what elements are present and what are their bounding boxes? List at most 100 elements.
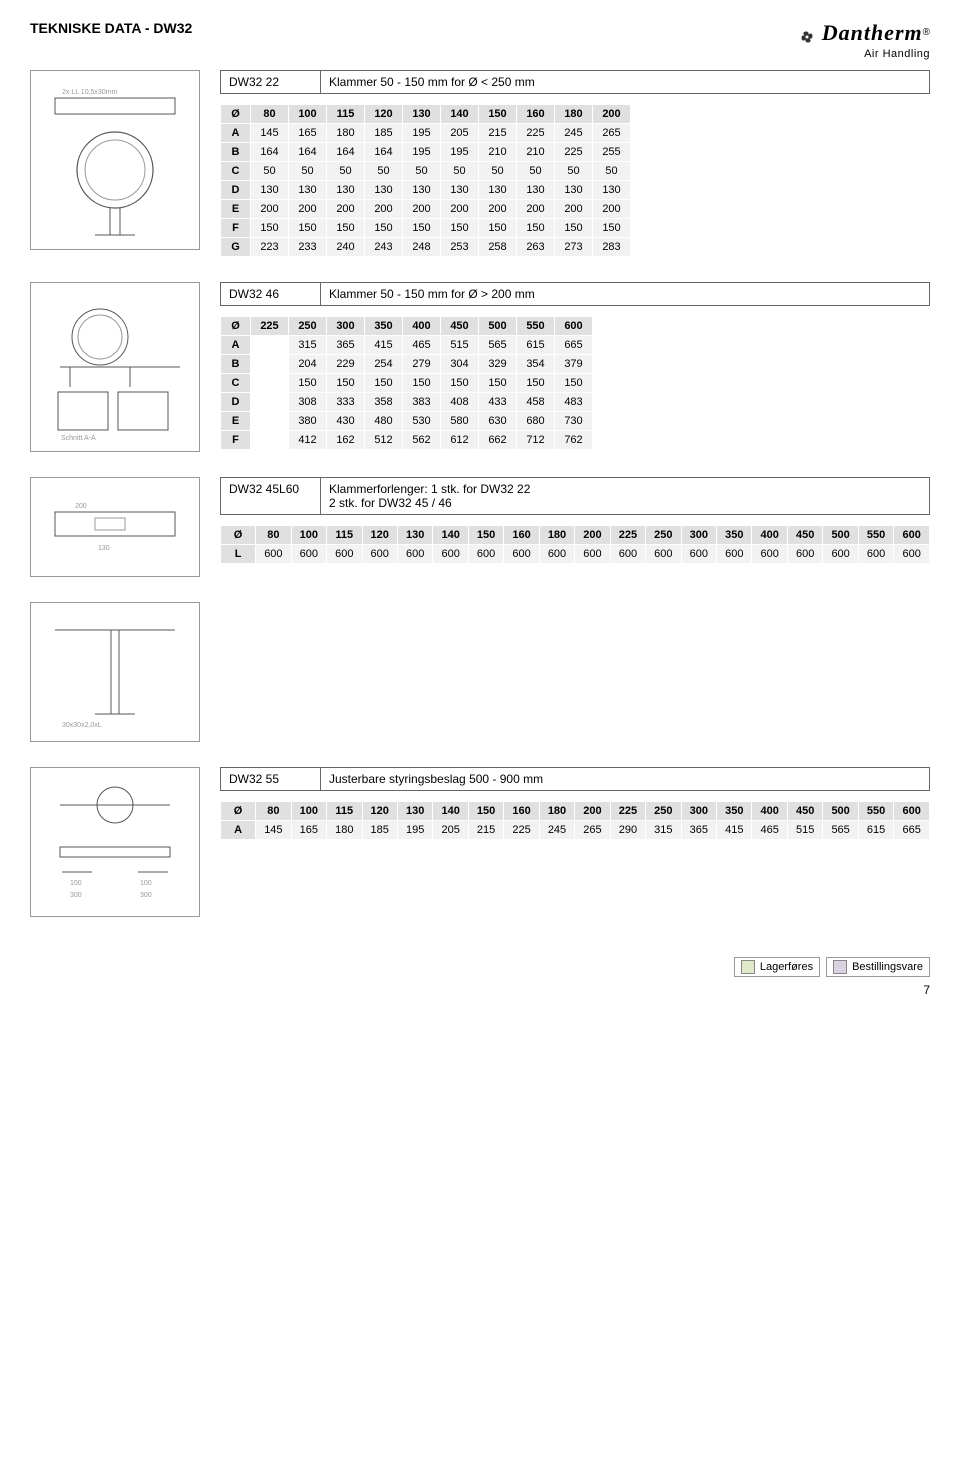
diameter-header: 600: [555, 316, 593, 335]
diameter-header: 300: [681, 801, 716, 820]
data-cell: 150: [327, 373, 365, 392]
data-cell: 600: [646, 544, 681, 563]
diameter-header: 200: [575, 525, 610, 544]
data-cell: 480: [365, 411, 403, 430]
diagram-thumbnail: 2x LL 10,5x30mm: [30, 70, 200, 250]
data-cell: 263: [517, 237, 555, 256]
row-key: G: [221, 237, 251, 256]
data-cell: 600: [468, 544, 503, 563]
diameter-header: 115: [327, 104, 365, 123]
data-cell: 358: [365, 392, 403, 411]
data-cell: 245: [539, 820, 574, 839]
diameter-header: 140: [441, 104, 479, 123]
data-cell: 615: [517, 335, 555, 354]
data-cell: 130: [441, 180, 479, 199]
data-cell: 150: [365, 373, 403, 392]
data-cell: 150: [517, 218, 555, 237]
diameter-header: 600: [894, 525, 930, 544]
data-cell: 195: [403, 123, 441, 142]
data-cell: 180: [327, 820, 362, 839]
data-cell: 204: [289, 354, 327, 373]
data-table-dw32-46: Ø225250300350400450500550600A31536541546…: [220, 316, 593, 450]
data-cell: 580: [441, 411, 479, 430]
data-cell: 240: [327, 237, 365, 256]
diameter-header: 180: [539, 525, 574, 544]
diameter-header: 180: [555, 104, 593, 123]
row-key: F: [221, 218, 251, 237]
data-cell: 245: [555, 123, 593, 142]
section-dw32-55: 100 100 300 300 DW32 55 Justerbare styri…: [30, 767, 930, 917]
data-cell: 730: [555, 411, 593, 430]
product-desc: Justerbare styringsbeslag 500 - 900 mm: [321, 768, 929, 790]
svg-text:100: 100: [70, 880, 82, 887]
legend: Lagerføres Bestillingsvare: [30, 957, 930, 977]
diameter-header: 250: [646, 801, 681, 820]
diagram-thumbnail: Schnitt A-A: [30, 282, 200, 452]
page-footer: Lagerføres Bestillingsvare 7: [30, 957, 930, 997]
product-desc: Klammer 50 - 150 mm for Ø > 200 mm: [321, 283, 929, 305]
data-cell: 412: [289, 430, 327, 449]
data-cell: 515: [441, 335, 479, 354]
data-cell: 308: [289, 392, 327, 411]
data-cell: 465: [752, 820, 787, 839]
data-cell: 329: [479, 354, 517, 373]
row-key: A: [221, 820, 256, 839]
data-cell: 164: [327, 142, 365, 161]
section-title-row: DW32 46 Klammer 50 - 150 mm for Ø > 200 …: [220, 282, 930, 306]
diameter-header: 300: [327, 316, 365, 335]
data-cell: 512: [365, 430, 403, 449]
diameter-header: 450: [787, 525, 822, 544]
data-cell: 50: [327, 161, 365, 180]
data-cell: 210: [517, 142, 555, 161]
diameter-header: 160: [517, 104, 555, 123]
data-cell: 200: [365, 199, 403, 218]
diameter-header: 225: [251, 316, 289, 335]
data-cell: 600: [752, 544, 787, 563]
data-cell: [251, 373, 289, 392]
data-cell: 150: [365, 218, 403, 237]
data-cell: 145: [256, 820, 291, 839]
diameter-header: 80: [251, 104, 289, 123]
data-cell: [251, 411, 289, 430]
row-key: E: [221, 199, 251, 218]
data-cell: 315: [289, 335, 327, 354]
diameter-header: 350: [365, 316, 403, 335]
diameter-header: 80: [256, 525, 291, 544]
data-cell: 150: [251, 218, 289, 237]
diagram-thumbnail: 200 130: [30, 477, 200, 577]
data-cell: 333: [327, 392, 365, 411]
data-cell: 290: [610, 820, 645, 839]
data-cell: 150: [479, 218, 517, 237]
data-cell: 253: [441, 237, 479, 256]
data-cell: 600: [894, 544, 930, 563]
data-cell: 150: [289, 373, 327, 392]
diameter-header: 250: [289, 316, 327, 335]
diameter-header: 150: [468, 525, 503, 544]
data-cell: 164: [365, 142, 403, 161]
data-cell: 562: [403, 430, 441, 449]
data-cell: 315: [646, 820, 681, 839]
brand-logo: Dantherm® Air Handling: [796, 20, 930, 60]
diameter-symbol: Ø: [221, 104, 251, 123]
diameter-header: 140: [433, 801, 468, 820]
data-cell: 600: [575, 544, 610, 563]
data-cell: 150: [403, 373, 441, 392]
diameter-header: 150: [468, 801, 503, 820]
diameter-header: 200: [593, 104, 631, 123]
data-cell: 150: [403, 218, 441, 237]
data-cell: 200: [403, 199, 441, 218]
diameter-header: 400: [752, 525, 787, 544]
diameter-header: 550: [517, 316, 555, 335]
data-cell: 408: [441, 392, 479, 411]
data-cell: 200: [251, 199, 289, 218]
diagram-thumbnail: 100 100 300 300: [30, 767, 200, 917]
diameter-header: 160: [504, 525, 539, 544]
data-cell: 130: [365, 180, 403, 199]
data-cell: 50: [441, 161, 479, 180]
data-cell: 248: [403, 237, 441, 256]
data-cell: 254: [365, 354, 403, 373]
data-cell: 180: [327, 123, 365, 142]
data-cell: 205: [441, 123, 479, 142]
data-table-dw32-22: Ø80100115120130140150160180200A145165180…: [220, 104, 631, 257]
row-key: A: [221, 335, 251, 354]
